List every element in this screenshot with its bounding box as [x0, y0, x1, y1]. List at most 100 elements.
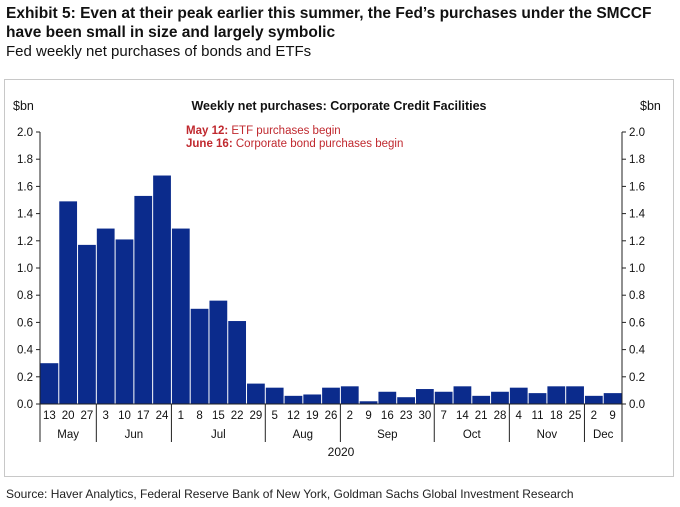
x-tick-label: 21 [475, 410, 488, 422]
bar [434, 391, 453, 404]
y-tick-label-left: 0.8 [17, 290, 33, 302]
bar [209, 300, 228, 404]
x-tick-label: 7 [440, 410, 446, 422]
bar [153, 175, 171, 404]
x-tick-label: 9 [609, 410, 615, 422]
exhibit-title: Exhibit 5: Even at their peak earlier th… [6, 5, 652, 41]
annotation-text: Corporate bond purchases begin [233, 138, 404, 150]
y-tick-label-left: 1.4 [17, 209, 34, 221]
bar [322, 387, 340, 404]
x-tick-label: 24 [156, 410, 169, 422]
y-tick-label-left: 1.0 [17, 263, 33, 275]
x-tick-label: 22 [231, 410, 244, 422]
bar [340, 386, 359, 404]
bar [415, 389, 434, 404]
annotation: May 12: ETF purchases begin [186, 125, 341, 137]
x-tick-label: 5 [271, 410, 277, 422]
x-tick-label: 16 [381, 410, 394, 422]
x-tick-label: 23 [400, 410, 413, 422]
annotation: June 16: Corporate bond purchases begin [186, 138, 403, 150]
x-tick-label: 17 [137, 410, 150, 422]
month-label: Dec [593, 429, 614, 441]
x-tick-label: 11 [532, 410, 544, 422]
x-tick-label: 27 [81, 410, 94, 422]
y-tick-label-left: 1.2 [17, 236, 33, 248]
y-tick-label-right: 2.0 [629, 127, 645, 139]
bar [78, 244, 96, 404]
x-tick-label: 28 [494, 410, 507, 422]
annotation-date: June 16: [186, 138, 233, 150]
bar [134, 195, 153, 404]
y-tick-label-left: 2.0 [17, 127, 33, 139]
x-tick-label: 26 [325, 410, 338, 422]
y-tick-label-left: 0.4 [17, 345, 34, 357]
bar [603, 393, 622, 404]
x-tick-label: 4 [516, 410, 523, 422]
x-tick-label: 10 [118, 410, 131, 422]
bar [247, 383, 265, 404]
bar-chart: Weekly net purchases: Corporate Credit F… [13, 99, 661, 459]
x-axis: 13 20 27 3 10 17 24 1 8 15 22 29 5 12 19 26 2 9 16 23 30 7 14 2… [39, 403, 623, 442]
y-unit-right: $bn [640, 99, 661, 113]
bar [491, 391, 509, 404]
x-tick-label: 13 [43, 410, 56, 422]
bar [453, 386, 472, 404]
x-tick-label: 15 [212, 410, 225, 422]
y-tick-label-right: 1.6 [629, 181, 645, 193]
y-tick-label-left: 0.6 [17, 317, 33, 329]
month-label: Nov [537, 429, 558, 441]
annotation-text: ETF purchases begin [228, 125, 341, 137]
x-tick-label: 25 [569, 410, 582, 422]
x-tick-label: 2 [347, 410, 353, 422]
chart-title: Weekly net purchases: Corporate Credit F… [191, 99, 486, 113]
y-tick-label-right: 1.8 [629, 154, 645, 166]
bar [472, 395, 491, 404]
y-tick-label-right: 0.4 [629, 345, 646, 357]
x-tick-label: 2 [591, 410, 597, 422]
month-label: Sep [377, 429, 397, 441]
x-tick-label: 12 [287, 410, 300, 422]
x-tick-label: 3 [103, 410, 109, 422]
y-tick-label-right: 0.6 [629, 317, 645, 329]
year-label: 2020 [328, 445, 355, 459]
y-tick-label-right: 1.0 [629, 263, 645, 275]
month-label: May [57, 429, 79, 441]
y-tick-label-right: 0.0 [629, 399, 645, 411]
bar [566, 386, 584, 404]
bar [378, 391, 397, 404]
bars [40, 175, 622, 404]
y-axis-right: 0.0 0.2 0.4 0.6 0.8 1.0 1.2 1.4 1.6 1.8 2.0 [621, 127, 646, 411]
bar [359, 401, 378, 404]
bar [40, 363, 59, 404]
x-tick-label: 1 [178, 410, 184, 422]
bar [115, 239, 134, 404]
exhibit-subtitle: Fed weekly net purchases of bonds and ET… [6, 43, 312, 60]
x-tick-label: 9 [365, 410, 371, 422]
bar [265, 387, 284, 404]
month-label: Aug [293, 429, 313, 441]
source-note: Source: Haver Analytics, Federal Reserve… [6, 487, 574, 501]
y-tick-label-right: 1.2 [629, 236, 645, 248]
y-unit-left: $bn [13, 99, 34, 113]
bar [228, 321, 247, 404]
month-label: Oct [463, 429, 482, 441]
bar [528, 393, 547, 404]
y-tick-label-left: 0.2 [17, 372, 33, 384]
bar [171, 228, 190, 404]
month-label: Jul [211, 429, 226, 441]
bar [584, 395, 603, 404]
y-tick-label-right: 0.2 [629, 372, 645, 384]
x-tick-label: 20 [62, 410, 75, 422]
bar [303, 394, 322, 404]
bar [190, 308, 209, 404]
bar [509, 387, 528, 404]
x-tick-label: 30 [418, 410, 431, 422]
chart-frame [4, 79, 674, 477]
bar [96, 228, 115, 404]
bar [284, 395, 303, 404]
y-tick-label-left: 1.6 [17, 181, 33, 193]
bar [397, 397, 415, 404]
x-tick-label: 18 [550, 410, 563, 422]
bar [547, 386, 566, 404]
